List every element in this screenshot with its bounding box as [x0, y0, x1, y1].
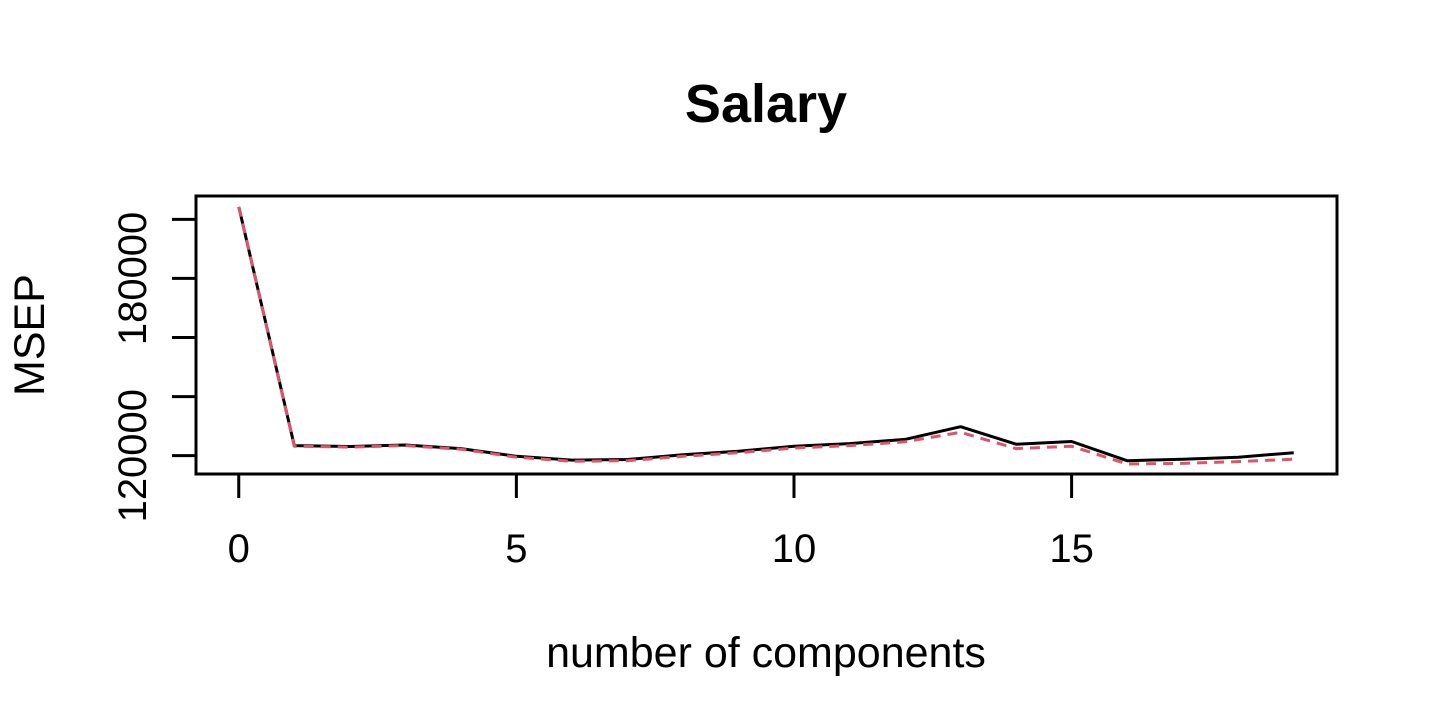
chart-title: Salary: [685, 74, 847, 134]
x-tick-label: 5: [505, 527, 527, 571]
plot-box: [194, 194, 1339, 476]
y-tick-label: 120000: [111, 389, 155, 522]
plot-area: [237, 206, 1294, 466]
y-axis-title: MSEP: [6, 274, 54, 396]
adjcv-line: [237, 206, 1294, 466]
axes: 0 5 10 15 120000 180000: [111, 194, 1339, 571]
x-tick-label: 0: [228, 527, 250, 571]
cv-line: [237, 206, 1294, 463]
x-tick-label: 15: [1049, 527, 1094, 571]
y-tick-label: 180000: [111, 212, 155, 345]
x-axis-title: number of components: [546, 629, 986, 677]
x-tick-label: 10: [772, 527, 817, 571]
